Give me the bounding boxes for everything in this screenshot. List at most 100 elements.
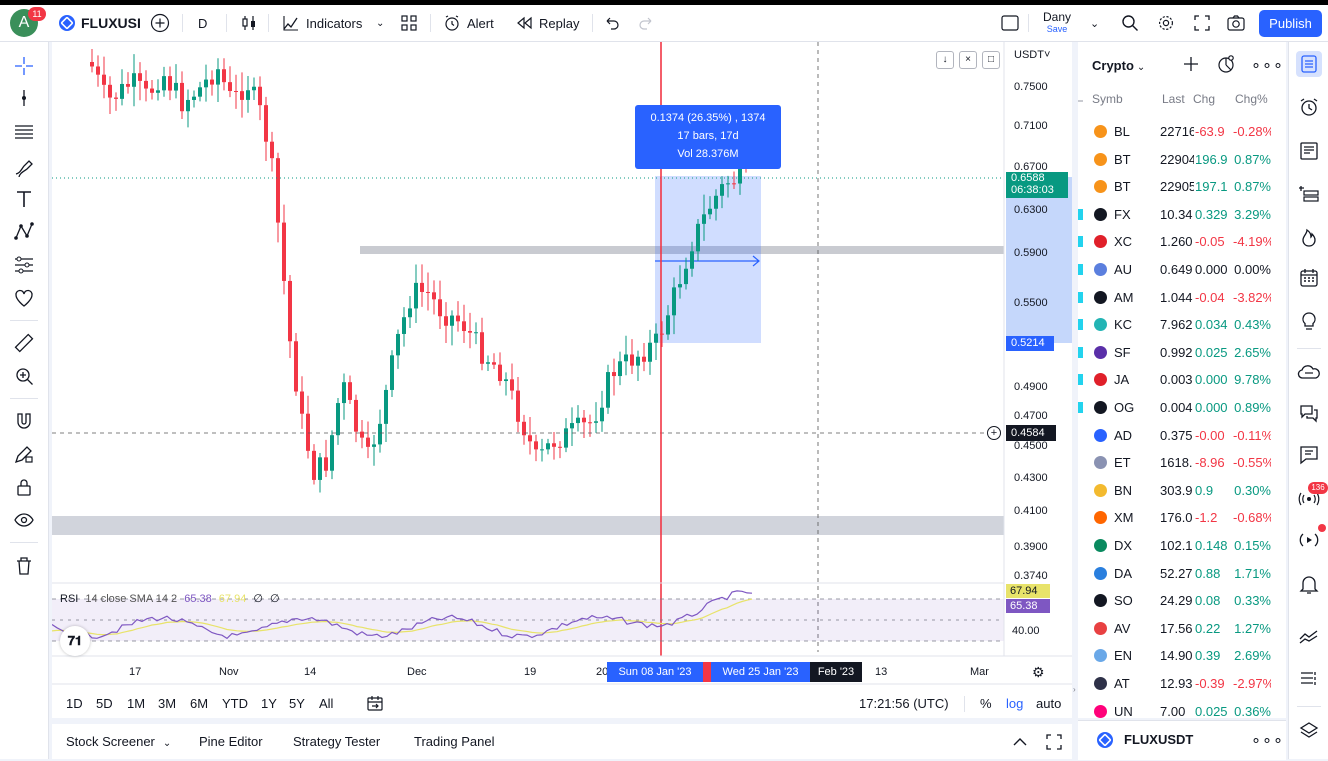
tab-strategy-tester[interactable]: Strategy Tester [293, 734, 381, 749]
brush-tool[interactable] [12, 154, 36, 178]
watchlist-row[interactable]: DA 52.27 0.88 1.71% [1078, 560, 1286, 587]
chats-button[interactable] [1296, 400, 1322, 426]
watchlist-row[interactable]: BN 303.9 0.9 0.30% [1078, 477, 1286, 504]
watchlist-row[interactable]: UN 7.00 0.025 0.36% [1078, 698, 1286, 718]
layers-button[interactable] [1296, 718, 1322, 744]
timeframe-button[interactable]: 3M [158, 696, 177, 711]
price-chart[interactable] [52, 42, 1072, 718]
hide-drawings-tool[interactable] [12, 508, 36, 532]
compare-symbol-button[interactable] [150, 5, 170, 41]
live-button[interactable] [1296, 527, 1322, 553]
timeframe-button[interactable]: 1M [127, 696, 146, 711]
resize-handle[interactable] [1078, 100, 1083, 102]
collapse-button[interactable]: × [959, 51, 977, 69]
watchlist-tab-button[interactable] [1296, 51, 1322, 77]
measure-box[interactable] [655, 176, 761, 343]
row-flag-marker[interactable] [1078, 319, 1083, 331]
advanced-view-button[interactable] [1216, 54, 1236, 77]
percent-scale-toggle[interactable]: % [980, 696, 992, 711]
settings-button[interactable] [1157, 5, 1175, 41]
search-button[interactable] [1121, 5, 1139, 41]
ruler-tool[interactable] [12, 331, 36, 355]
undo-button[interactable] [604, 5, 620, 41]
dom-button[interactable] [1296, 666, 1322, 692]
remove-drawings-tool[interactable] [12, 554, 36, 578]
row-flag-marker[interactable] [1078, 264, 1083, 275]
watchlist-row[interactable]: SO 24.29 0.08 0.33% [1078, 587, 1286, 614]
log-scale-toggle[interactable]: log [1006, 696, 1024, 711]
watchlist-row[interactable]: XM 176.0 -1.2 -0.68% [1078, 504, 1286, 531]
magnet-tool[interactable] [12, 409, 36, 433]
lock-drawings-tool[interactable] [12, 475, 36, 499]
watchlist-row[interactable]: BT 22905 197.1 0.87% [1078, 173, 1286, 200]
panel-resize-handle[interactable]: › [1073, 685, 1078, 705]
currency-selector[interactable]: USDT˅ [1014, 49, 1050, 61]
layout-menu-button[interactable]: ⌄ [1090, 5, 1099, 41]
watchlist-row[interactable]: JA 0.003 0.000 9.78% [1078, 366, 1286, 393]
redo-button[interactable] [638, 5, 654, 41]
streams-button[interactable] [1296, 360, 1322, 386]
alerts-tab-button[interactable] [1296, 94, 1322, 120]
row-flag-marker[interactable] [1078, 291, 1083, 303]
notes-button[interactable] [1296, 442, 1322, 468]
pattern-tool[interactable] [12, 220, 36, 244]
row-flag-marker[interactable] [1078, 236, 1083, 248]
details-more-button[interactable]: ∘∘∘ [1251, 730, 1284, 750]
col-chgp[interactable]: Chg% [1235, 92, 1268, 106]
replay-button[interactable]: Replay [515, 5, 579, 41]
maximize-pane-button[interactable]: □ [982, 51, 1000, 69]
scroll-down-button[interactable]: ↓ [936, 51, 954, 69]
row-flag-marker[interactable] [1078, 346, 1083, 358]
fullscreen-toggle-button[interactable] [1000, 5, 1020, 41]
text-tool[interactable] [12, 187, 36, 211]
tab-stock-screener[interactable]: Stock Screener ⌄ [66, 724, 171, 759]
row-flag-marker[interactable] [1078, 208, 1083, 220]
shapes-tool[interactable] [12, 286, 36, 310]
watchlist-row[interactable]: FX 10.34 0.329 3.29% [1078, 201, 1286, 228]
add-alert-plus-button[interactable]: + [987, 426, 1001, 440]
interval-button[interactable]: D [198, 5, 207, 41]
watchlist-more-button[interactable]: ∘∘∘ [1251, 55, 1284, 75]
zoom-tool[interactable] [12, 364, 36, 388]
watchlist-row[interactable]: AV 17.56 0.22 1.27% [1078, 615, 1286, 642]
tab-pine-editor[interactable]: Pine Editor [199, 734, 263, 749]
crosshair-tool[interactable] [12, 54, 36, 78]
maximize-panel-button[interactable] [1045, 733, 1063, 754]
collapse-panel-button[interactable] [1011, 733, 1029, 754]
object-tree-button[interactable] [1296, 181, 1322, 207]
timeframe-button[interactable]: 5Y [289, 696, 305, 711]
notifications-button[interactable] [1296, 484, 1322, 510]
publish-button[interactable]: Publish [1259, 10, 1322, 37]
timeframe-button[interactable]: All [319, 696, 334, 711]
alert-button[interactable]: Alert [443, 5, 494, 41]
layouts-button[interactable] [400, 5, 418, 41]
watchlist-row[interactable]: KC 7.962 0.034 0.43% [1078, 311, 1286, 338]
tab-trading-panel[interactable]: Trading Panel [414, 734, 495, 749]
data-window-button[interactable] [1296, 138, 1322, 164]
indicators-dropdown[interactable]: ⌄ [376, 5, 384, 41]
hotlists-button[interactable] [1296, 224, 1322, 250]
col-last[interactable]: Last [1162, 92, 1185, 106]
snapshot-button[interactable] [1226, 5, 1246, 41]
date-range-button[interactable] [366, 695, 384, 716]
watchlist-row[interactable]: AD 0.375 -0.00 -0.11% [1078, 422, 1286, 449]
symbol-search-button[interactable]: FLUXUSI [58, 5, 141, 41]
watchlist-row[interactable]: AM 1.044 -0.04 -3.82% [1078, 284, 1286, 311]
watchlist-row[interactable]: OG 0.004 0.000 0.89% [1078, 394, 1286, 421]
row-flag-marker[interactable] [1078, 374, 1083, 386]
watchlist-row[interactable]: ET 1618. -8.96 -0.55% [1078, 449, 1286, 476]
watchlist-row[interactable]: SF 0.992 0.025 2.65% [1078, 339, 1286, 366]
support-zone[interactable] [52, 516, 1004, 535]
watchlist-details-bar[interactable]: FLUXUSDT ∘∘∘ [1078, 720, 1286, 760]
stay-in-drawing-tool[interactable] [12, 442, 36, 466]
watchlist-row[interactable]: XC 1.260 -0.05 -4.19% [1078, 228, 1286, 255]
timeframe-button[interactable]: 6M [190, 696, 209, 711]
clock-readout[interactable]: 17:21:56 (UTC) [859, 696, 949, 711]
timeframe-button[interactable]: 1Y [261, 696, 277, 711]
add-symbol-button[interactable] [1182, 55, 1200, 76]
resistance-zone[interactable] [360, 246, 1004, 254]
alerts-bell-button[interactable] [1296, 571, 1322, 597]
chart-settings-button[interactable]: ⚙ [1032, 664, 1045, 681]
row-flag-marker[interactable] [1078, 402, 1083, 413]
rsi-legend[interactable]: RSI 14 close SMA 14 2 65.38 67.94 ∅ ∅ [60, 592, 280, 605]
